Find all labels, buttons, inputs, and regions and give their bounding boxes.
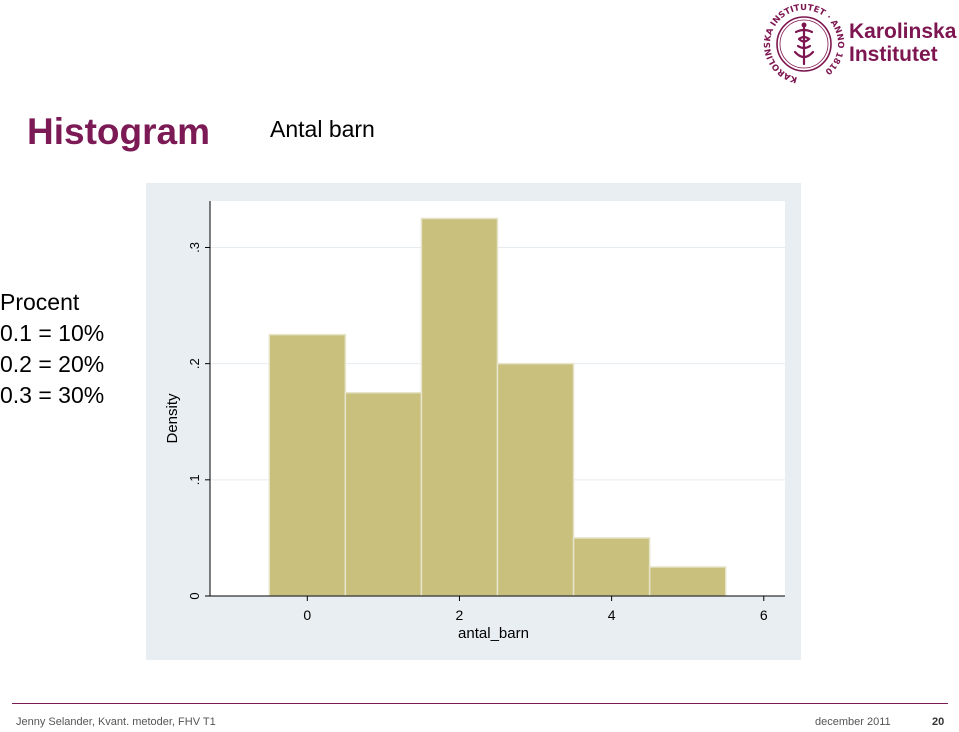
logo-text-line2: Institutet bbox=[849, 43, 938, 66]
karolinska-logo: KAROLINSKA INSTITUTET · ANNO 1810 Karoli… bbox=[759, 3, 959, 86]
histogram-bar bbox=[268, 333, 347, 597]
footer-divider bbox=[12, 703, 948, 704]
histogram-bar bbox=[572, 537, 651, 597]
y-tick-label: 0 bbox=[187, 592, 202, 599]
x-axis-title: antal_barn bbox=[458, 625, 529, 642]
footer-date: december 2011 bbox=[815, 716, 891, 728]
histogram-bar bbox=[420, 217, 499, 597]
legend-line: 0.1 = 10% bbox=[0, 320, 105, 346]
chart-panel: 0 .1 .2 .3 0 2 4 6 antal_barn Density bbox=[146, 183, 801, 660]
karolinska-seal-icon: KAROLINSKA INSTITUTET · ANNO 1810 bbox=[763, 3, 845, 84]
histogram-bar bbox=[344, 391, 423, 597]
logo-text-line1: Karolinska bbox=[849, 20, 957, 43]
chart-subtitle: Antal barn bbox=[270, 116, 375, 142]
y-tick-label: .1 bbox=[187, 474, 202, 485]
histogram-bar bbox=[648, 566, 727, 597]
y-tick-label: .2 bbox=[187, 358, 202, 369]
histogram-chart: 0 .1 .2 .3 0 2 4 6 antal_barn Density bbox=[164, 201, 785, 642]
x-tick-label: 2 bbox=[456, 607, 464, 623]
y-axis-title: Density bbox=[164, 393, 181, 444]
x-tick-label: 6 bbox=[760, 607, 768, 623]
histogram-bar bbox=[496, 362, 575, 597]
percent-legend: Procent 0.1 = 10% 0.2 = 20% 0.3 = 30% bbox=[0, 287, 104, 411]
page-number: 20 bbox=[932, 716, 945, 728]
legend-line: 0.2 = 20% bbox=[0, 351, 105, 377]
legend-line: 0.3 = 30% bbox=[0, 382, 105, 408]
y-tick-label: .3 bbox=[187, 242, 202, 253]
x-tick-label: 0 bbox=[303, 607, 311, 623]
legend-heading: Procent bbox=[0, 289, 80, 315]
footer-author: Jenny Selander, Kvant. metoder, FHV T1 bbox=[16, 716, 216, 728]
x-tick-label: 4 bbox=[608, 607, 616, 623]
slide-title: Histogram bbox=[27, 111, 210, 152]
logo-wordmark: Karolinska Institutet bbox=[849, 20, 956, 66]
